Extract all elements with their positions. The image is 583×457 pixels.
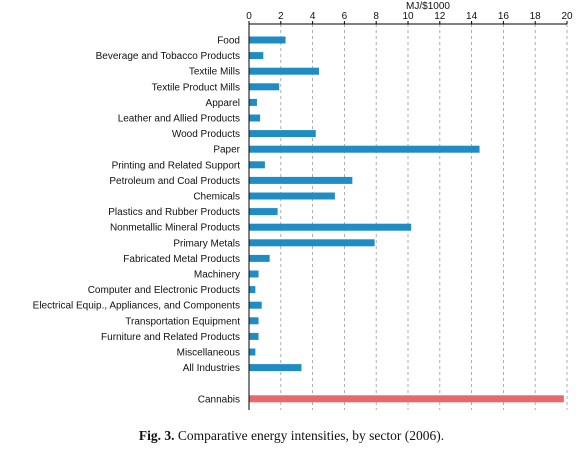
category-label: Petroleum and Coal Products	[109, 176, 240, 187]
x-tick-label: 18	[530, 11, 542, 22]
category-label: Cannabis	[198, 394, 240, 405]
bar	[249, 176, 353, 184]
x-tick-label: 6	[342, 11, 348, 22]
x-tick-label: 2	[278, 11, 284, 22]
bar	[249, 145, 480, 153]
category-label: All Industries	[183, 363, 240, 374]
bar	[249, 208, 278, 216]
axes: 0 2 4 6 8 10 12 14 16 18 20	[246, 11, 573, 410]
bar	[249, 83, 280, 91]
bar	[249, 192, 335, 200]
bar	[249, 98, 257, 106]
category-label: Wood Products	[172, 129, 240, 140]
x-tick-label: 4	[310, 11, 316, 22]
caption-text: Comparative energy intensities, by secto…	[177, 428, 445, 443]
x-tick-label: 16	[498, 11, 510, 22]
bar	[249, 364, 302, 372]
x-tick-label: 12	[434, 11, 446, 22]
category-label: Apparel	[206, 98, 240, 109]
bar	[249, 161, 265, 169]
category-label: Fabricated Metal Products	[123, 254, 240, 265]
category-label: Food	[217, 36, 240, 47]
bar	[249, 223, 412, 231]
category-label: Printing and Related Support	[112, 160, 241, 171]
bars	[249, 36, 564, 403]
x-tick-label: 20	[561, 11, 573, 22]
category-label: Paper	[213, 145, 240, 156]
bar	[249, 52, 264, 60]
category-labels: Food Beverage and Tobacco Products Textile…	[33, 36, 241, 406]
caption-label: Fig. 3.	[138, 428, 175, 443]
bar-chart: 0 2 4 6 8 10 12 14 16 18 20 Food Beverage and Tobac…	[33, 1, 573, 410]
x-tick-label: 14	[466, 11, 478, 22]
bar	[249, 270, 259, 278]
gridlines	[280, 24, 568, 410]
category-label: Textile Product Mills	[152, 82, 240, 93]
x-tick-label: 8	[373, 11, 379, 22]
x-axis-title: MJ/$1000	[406, 1, 450, 12]
category-label: Computer and Electronic Products	[88, 285, 240, 296]
bar	[249, 67, 319, 75]
category-label: Transportation Equipment	[125, 316, 240, 327]
bar	[249, 332, 259, 340]
bar	[249, 114, 261, 122]
category-label: Plastics and Rubber Products	[108, 207, 240, 218]
category-label: Furniture and Related Products	[101, 332, 240, 343]
bar	[249, 348, 256, 356]
x-tick-label: 0	[246, 11, 252, 22]
bar	[249, 130, 316, 138]
category-label: Miscellaneous	[177, 348, 240, 359]
x-tick-label: 10	[402, 11, 414, 22]
bar	[249, 239, 375, 247]
bar	[249, 286, 256, 294]
category-label: Leather and Allied Products	[118, 114, 240, 125]
bar-highlight	[249, 395, 564, 403]
bar	[249, 36, 286, 44]
category-label: Chemicals	[193, 192, 240, 203]
category-label: Textile Mills	[189, 67, 240, 78]
category-label: Machinery	[194, 270, 240, 281]
bar	[249, 317, 259, 325]
category-label: Beverage and Tobacco Products	[96, 51, 240, 62]
bar	[249, 254, 270, 262]
figure-caption: Fig. 3. Comparative energy intensities, …	[0, 428, 583, 444]
bar	[249, 301, 262, 309]
category-label: Primary Metals	[173, 238, 240, 249]
category-label: Electrical Equip., Appliances, and Compo…	[33, 301, 240, 312]
category-label: Nonmetallic Mineral Products	[110, 223, 240, 234]
